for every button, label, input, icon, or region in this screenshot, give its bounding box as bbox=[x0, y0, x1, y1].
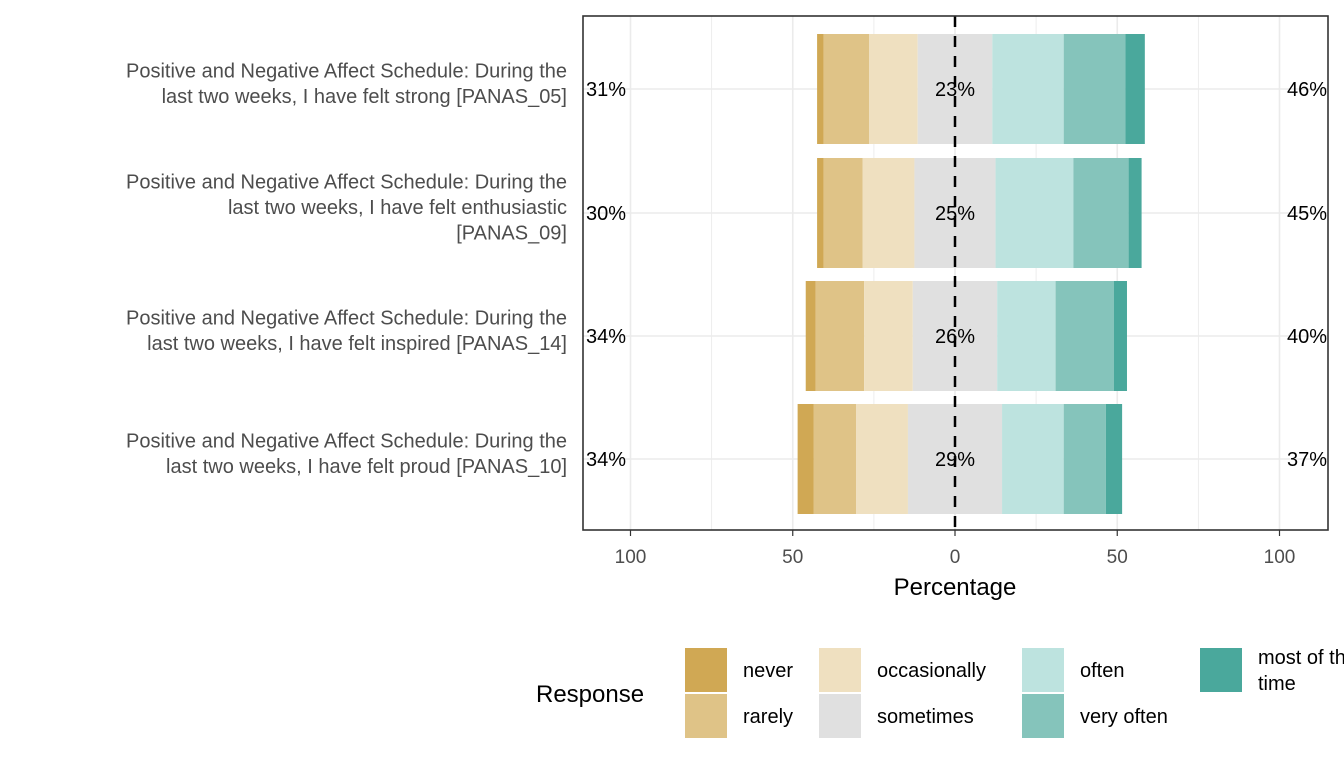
bar-segment-often bbox=[1002, 404, 1064, 514]
legend: Response never rarely occasionally sometime… bbox=[536, 647, 1344, 738]
x-tick-label: 50 bbox=[782, 547, 803, 568]
bar-segment-very-often bbox=[1063, 404, 1106, 514]
bar-segment-occasionally bbox=[862, 158, 915, 268]
bar-segment-never bbox=[797, 404, 814, 514]
bar-segment-occasionally bbox=[856, 404, 908, 514]
bar-segment-occasionally bbox=[864, 281, 913, 391]
bar-segment-occasionally bbox=[869, 34, 918, 144]
legend-key-most-of-the-time bbox=[1200, 648, 1242, 692]
legend-title: Response bbox=[536, 681, 644, 708]
center-percent-label: 29% bbox=[935, 449, 975, 471]
x-tick-label: 50 bbox=[1107, 547, 1128, 568]
center-percent-label: 26% bbox=[935, 326, 975, 348]
legend-key-very-often bbox=[1022, 694, 1064, 738]
center-percent-label: 23% bbox=[935, 79, 975, 101]
bar-segment-most-of-the-time bbox=[1128, 158, 1142, 268]
percent-labels: 31% 23% 46% 30% 25% 45% 34% 26% 40% 34% 29% 37% bbox=[586, 79, 1327, 471]
left-percent-label: 30% bbox=[586, 203, 626, 225]
right-percent-label: 45% bbox=[1287, 203, 1327, 225]
right-percent-label: 46% bbox=[1287, 79, 1327, 101]
item-label: Positive and Negative Affect Schedule: D… bbox=[126, 60, 567, 108]
legend-label: often bbox=[1080, 660, 1124, 682]
legend-label: occasionally bbox=[877, 660, 986, 682]
bar-segment-very-often bbox=[1055, 281, 1115, 391]
bar-segment-very-often bbox=[1073, 158, 1129, 268]
bar-segment-rarely bbox=[823, 158, 863, 268]
left-percent-label: 34% bbox=[586, 326, 626, 348]
bar-segment-rarely bbox=[823, 34, 870, 144]
x-tick-label: 100 bbox=[1264, 547, 1296, 568]
right-percent-label: 40% bbox=[1287, 326, 1327, 348]
x-axis-title: Percentage bbox=[894, 574, 1017, 601]
legend-label: most of thetime bbox=[1258, 647, 1344, 695]
bar-segment-very-often bbox=[1063, 34, 1126, 144]
center-percent-label: 25% bbox=[935, 203, 975, 225]
bar-segment-rarely bbox=[813, 404, 857, 514]
bar-segment-most-of-the-time bbox=[1105, 404, 1123, 514]
bar-segment-often bbox=[992, 34, 1064, 144]
legend-key-often bbox=[1022, 648, 1064, 692]
item-label: Positive and Negative Affect Schedule: D… bbox=[126, 307, 567, 355]
item-label: Positive and Negative Affect Schedule: D… bbox=[126, 172, 567, 245]
item-label: Positive and Negative Affect Schedule: D… bbox=[126, 430, 567, 478]
legend-key-sometimes bbox=[819, 694, 861, 738]
legend-key-occasionally bbox=[819, 648, 861, 692]
bar-segment-never bbox=[805, 281, 816, 391]
legend-label: very often bbox=[1080, 706, 1168, 728]
right-percent-label: 37% bbox=[1287, 449, 1327, 471]
x-axis-ticks: 100 50 0 50 100 bbox=[615, 530, 1296, 568]
y-axis-labels: Positive and Negative Affect Schedule: D… bbox=[126, 60, 567, 478]
legend-key-never bbox=[685, 648, 727, 692]
bar-segment-rarely bbox=[815, 281, 865, 391]
bar-segment-often bbox=[997, 281, 1056, 391]
legend-label: sometimes bbox=[877, 706, 974, 728]
x-tick-label: 0 bbox=[950, 547, 961, 568]
legend-label: rarely bbox=[743, 706, 793, 728]
bar-segment-never bbox=[817, 34, 824, 144]
bar-segment-often bbox=[995, 158, 1074, 268]
bar-segment-never bbox=[817, 158, 824, 268]
x-tick-label: 100 bbox=[615, 547, 647, 568]
bars bbox=[797, 34, 1145, 514]
left-percent-label: 34% bbox=[586, 449, 626, 471]
legend-key-rarely bbox=[685, 694, 727, 738]
legend-label: never bbox=[743, 660, 793, 682]
left-percent-label: 31% bbox=[586, 79, 626, 101]
bar-segment-most-of-the-time bbox=[1125, 34, 1145, 144]
bar-segment-most-of-the-time bbox=[1114, 281, 1127, 391]
